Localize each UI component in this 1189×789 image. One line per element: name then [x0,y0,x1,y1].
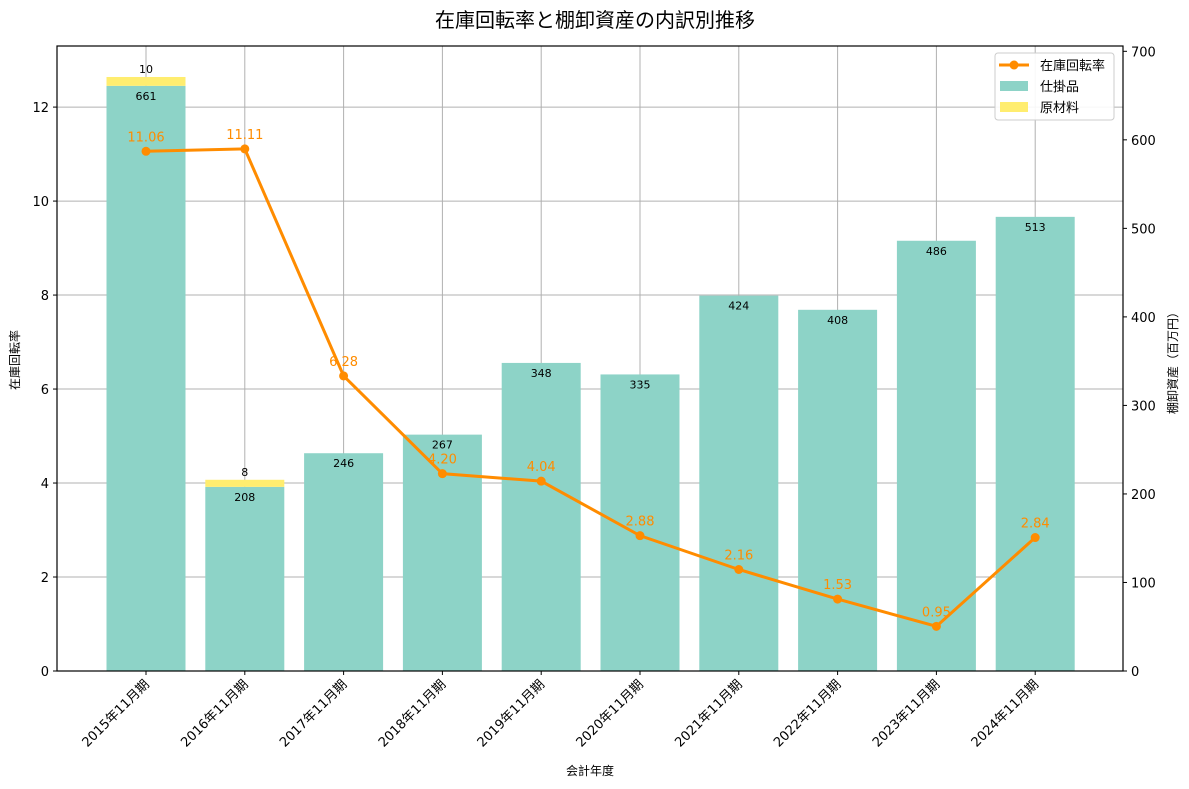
bar-data-label: 486 [926,245,947,258]
x-tick-label: 2021年11月期 [672,677,745,750]
line-data-label: 2.16 [724,548,753,563]
line-series [145,147,1037,629]
y2-tick-label: 0 [1131,665,1139,680]
legend-swatch [1000,81,1028,91]
y-tick-label: 4 [41,477,49,492]
y-tick-label: 12 [32,101,49,116]
bar-data-label: 246 [333,457,354,470]
y2-tick-label: 200 [1131,488,1156,503]
line-point [339,371,349,381]
line-point [240,144,250,154]
bar-data-label: 424 [728,300,749,313]
bar-data-label: 10 [139,63,153,76]
y-tick-label: 2 [41,571,49,586]
line-point [141,146,151,156]
line-point [833,594,843,604]
line-point [635,531,645,541]
bar-仕掛品 [304,453,384,671]
line-data-label: 1.53 [823,578,852,593]
y-axis-label: 在庫回転率 [7,330,22,390]
bar-原材料 [106,76,186,86]
bar-仕掛品 [896,240,976,671]
y-tick-label: 10 [32,195,49,210]
plot-frame [56,45,1124,672]
y2-tick-label: 600 [1131,134,1156,149]
x-tick-label: 2022年11月期 [771,677,844,750]
x-tick-label: 2019年11月期 [475,677,548,750]
x-tick-label: 2020年11月期 [574,677,647,750]
bar-仕掛品 [106,85,186,672]
x-tick-label: 2017年11月期 [277,677,350,750]
bar-data-label: 267 [432,439,453,452]
bar-data-label: 408 [827,314,848,327]
legend-label: 仕掛品 [1040,80,1079,95]
legend-marker [1009,60,1019,70]
bar-data-label: 513 [1025,221,1046,234]
legend-label: 在庫回転率 [1040,58,1105,74]
bar-data-label: 8 [241,466,248,479]
bar-仕掛品 [501,362,581,671]
bar-仕掛品 [205,486,285,671]
line-data-label: 4.20 [428,453,457,468]
y-tick-label: 0 [41,665,49,680]
y-tick-label: 8 [41,289,49,304]
line-point [931,621,941,631]
x-tick-label: 2023年11月期 [870,677,943,750]
bar-data-label: 335 [630,378,651,391]
y2-axis-label: 棚卸資産（百万円） [1165,306,1180,414]
bar-原材料 [205,479,285,487]
y2-tick-label: 100 [1131,576,1156,591]
line-point [1030,533,1040,543]
line-data-label: 2.84 [1021,517,1050,532]
x-tick-label: 2016年11月期 [178,677,251,750]
line-data-label: 2.88 [626,515,655,530]
y2-tick-label: 500 [1131,222,1156,237]
bar-data-label: 208 [234,491,255,504]
line-point [437,469,447,479]
legend-label: 原材料 [1040,101,1079,116]
y2-tick-label: 300 [1131,399,1156,414]
line-data-label: 11.11 [226,128,263,143]
bar-data-label: 348 [531,367,552,380]
line-point [536,476,546,486]
line-data-label: 6.28 [329,355,358,370]
line-point [734,564,744,574]
chart-title: 在庫回転率と棚卸資産の内訳別推移 [435,8,755,32]
legend-swatch [1000,102,1028,112]
y-tick-label: 6 [41,383,49,398]
line-data-label: 0.95 [922,605,951,620]
y2-tick-label: 700 [1131,45,1156,60]
bar-仕掛品 [699,295,779,671]
bar-仕掛品 [995,216,1075,671]
x-axis-label: 会計年度 [566,763,614,778]
y2-tick-label: 400 [1131,311,1156,326]
x-tick-label: 2015年11月期 [80,677,153,750]
line-data-label: 11.06 [127,130,164,145]
x-tick-label: 2018年11月期 [376,677,449,750]
line-data-label: 4.04 [527,460,556,475]
x-tick-label: 2024年11月期 [969,677,1042,750]
bar-data-label: 661 [136,90,157,103]
bar-仕掛品 [798,309,878,671]
